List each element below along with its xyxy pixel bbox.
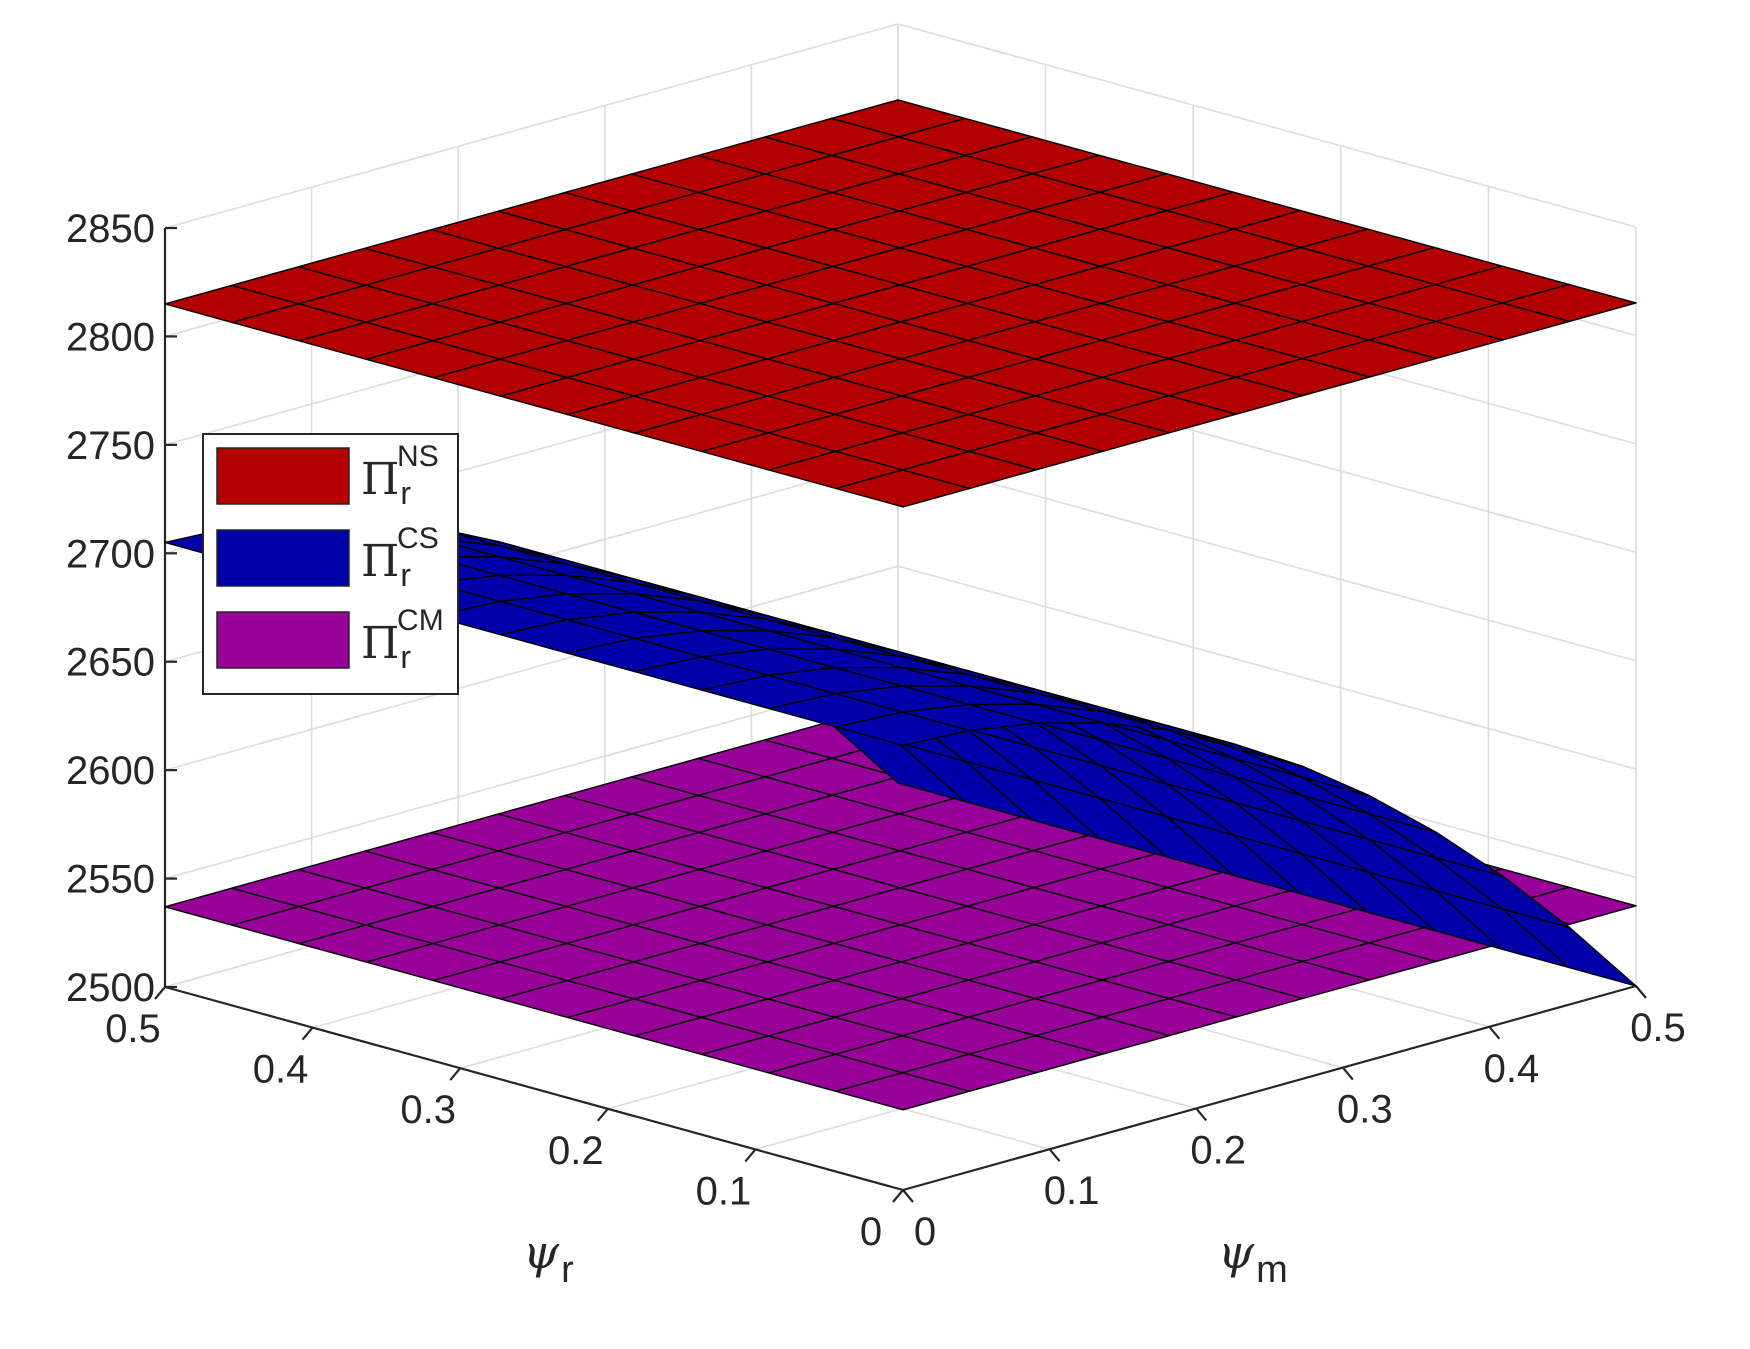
x-tick-mark bbox=[1635, 985, 1647, 999]
y-tick-mark bbox=[154, 986, 166, 1000]
x-axis-label: ψm bbox=[1218, 1225, 1288, 1291]
legend-subscript: r bbox=[400, 639, 411, 675]
x-axis-line bbox=[902, 984, 1637, 1192]
legend-swatch bbox=[216, 447, 350, 505]
x-tick-mark bbox=[1488, 1026, 1501, 1040]
legend-superscript: NS bbox=[397, 440, 439, 473]
legend-superscript: CM bbox=[397, 604, 444, 637]
grid-line bbox=[897, 565, 1637, 770]
legend-entry-cs: ΠrCS bbox=[216, 522, 439, 593]
grid-line bbox=[164, 23, 899, 229]
legend-label: ΠrCM bbox=[361, 604, 444, 675]
legend-entry-ns: ΠrNS bbox=[216, 440, 439, 511]
grid-line bbox=[897, 23, 1637, 228]
y-tick-mark bbox=[596, 1108, 609, 1122]
z-tick-label: 2600 bbox=[66, 749, 155, 793]
y-tick-mark bbox=[449, 1067, 462, 1081]
axis-labels: ψm ψr bbox=[523, 1225, 1288, 1291]
z-tick-label: 2650 bbox=[66, 641, 155, 685]
y-tick-label: 0.1 bbox=[696, 1169, 752, 1213]
y-axis-label-subscript: r bbox=[561, 1249, 574, 1291]
z-tick-label: 2550 bbox=[66, 858, 155, 902]
legend-symbol: Π bbox=[361, 618, 399, 669]
tick-labels: 00.10.20.30.40.500.10.20.30.40.525002550… bbox=[66, 207, 1686, 1254]
y-axis-line bbox=[164, 985, 904, 1192]
y-tick-mark bbox=[744, 1148, 757, 1163]
surface-patch bbox=[835, 711, 971, 747]
surface-patch bbox=[835, 469, 971, 508]
y-tick-label: 0.5 bbox=[105, 1007, 161, 1051]
x-tick-mark bbox=[1195, 1107, 1208, 1122]
surfaces bbox=[164, 99, 1637, 1111]
z-tick-label: 2700 bbox=[66, 532, 155, 576]
grid-line bbox=[897, 456, 1637, 662]
legend-label: ΠrCS bbox=[361, 522, 439, 593]
grid-line bbox=[164, 565, 899, 771]
z-tick-label: 2500 bbox=[66, 966, 155, 1010]
y-tick-label: 0.2 bbox=[548, 1129, 604, 1173]
legend-symbol: Π bbox=[361, 454, 399, 505]
legend-symbol: Π bbox=[361, 536, 399, 587]
z-tick-label: 2850 bbox=[66, 207, 155, 251]
y-tick-mark bbox=[892, 1189, 904, 1203]
legend-subscript: r bbox=[400, 475, 411, 511]
z-tick-label: 2800 bbox=[66, 315, 155, 359]
legend-entry-cm: ΠrCM bbox=[216, 604, 444, 675]
y-tick-mark bbox=[301, 1026, 314, 1041]
x-tick-mark bbox=[1341, 1066, 1354, 1081]
legend-label: ΠrNS bbox=[361, 440, 439, 511]
y-axis-label: ψr bbox=[523, 1225, 574, 1291]
y-tick-label: 0 bbox=[860, 1210, 882, 1254]
x-tick-mark bbox=[902, 1189, 914, 1203]
x-tick-label: 0.5 bbox=[1630, 1006, 1686, 1050]
y-tick-label: 0.3 bbox=[400, 1088, 456, 1132]
legend-subscript: r bbox=[400, 557, 411, 593]
x-tick-label: 0.4 bbox=[1484, 1047, 1540, 1091]
y-axis-label-symbol: ψ bbox=[523, 1225, 560, 1279]
legend-swatch bbox=[216, 529, 350, 587]
y-tick-label: 0.4 bbox=[253, 1048, 309, 1092]
x-tick-label: 0.1 bbox=[1044, 1169, 1100, 1213]
surface-ns bbox=[164, 99, 1637, 508]
x-axis-label-subscript: m bbox=[1256, 1249, 1288, 1291]
x-tick-mark bbox=[1048, 1148, 1061, 1162]
surface-patch bbox=[835, 1072, 971, 1111]
surface-cs bbox=[164, 519, 1637, 987]
axes bbox=[154, 226, 1647, 1203]
legend-swatch bbox=[216, 611, 350, 669]
z-tick-label: 2750 bbox=[66, 424, 155, 468]
legend-superscript: CS bbox=[397, 522, 439, 555]
x-axis-label-symbol: ψ bbox=[1218, 1225, 1255, 1279]
x-tick-label: 0.3 bbox=[1337, 1088, 1393, 1132]
x-tick-label: 0.2 bbox=[1190, 1128, 1246, 1172]
x-tick-label: 0 bbox=[914, 1210, 936, 1254]
surface-cm bbox=[164, 702, 1637, 1111]
